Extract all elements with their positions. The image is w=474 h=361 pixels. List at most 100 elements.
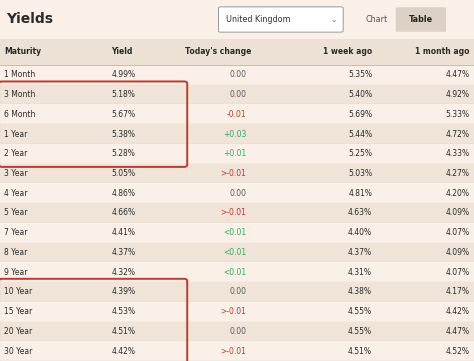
Text: +0.03: +0.03	[223, 130, 246, 139]
Text: 4.09%: 4.09%	[445, 248, 469, 257]
Text: 4.92%: 4.92%	[445, 90, 469, 99]
Text: 3 Month: 3 Month	[4, 90, 35, 99]
FancyBboxPatch shape	[219, 7, 343, 32]
Text: 4.81%: 4.81%	[348, 189, 372, 198]
Text: <0.01: <0.01	[223, 248, 246, 257]
Text: +0.01: +0.01	[223, 149, 246, 158]
Text: 4.07%: 4.07%	[445, 268, 469, 277]
Bar	[0, 124, 474, 144]
Text: United Kingdom: United Kingdom	[226, 15, 291, 24]
Text: 4.37%: 4.37%	[111, 248, 136, 257]
Text: 5.18%: 5.18%	[111, 90, 135, 99]
Bar	[0, 39, 474, 65]
Text: 5.28%: 5.28%	[111, 149, 135, 158]
Text: 4.42%: 4.42%	[111, 347, 136, 356]
Text: Today's change: Today's change	[185, 48, 251, 56]
Bar	[0, 144, 474, 164]
Text: Yield: Yield	[111, 48, 133, 56]
Text: 8 Year: 8 Year	[4, 248, 27, 257]
Text: >-0.01: >-0.01	[220, 169, 246, 178]
Text: 4.20%: 4.20%	[445, 189, 469, 198]
Text: 4.55%: 4.55%	[348, 307, 372, 316]
Bar	[0, 243, 474, 262]
Bar	[0, 164, 474, 183]
Text: >-0.01: >-0.01	[220, 209, 246, 217]
Text: 5.35%: 5.35%	[348, 70, 372, 79]
Bar	[0, 322, 474, 341]
Text: -0.01: -0.01	[227, 110, 246, 119]
Text: 4.66%: 4.66%	[111, 209, 136, 217]
Text: 0.00: 0.00	[229, 327, 246, 336]
Text: 4.38%: 4.38%	[348, 287, 372, 296]
Text: 4.17%: 4.17%	[445, 287, 469, 296]
Text: 4.42%: 4.42%	[445, 307, 469, 316]
Text: 0.00: 0.00	[229, 90, 246, 99]
Bar	[0, 262, 474, 282]
Bar	[0, 65, 474, 85]
Text: 4.72%: 4.72%	[445, 130, 469, 139]
Text: 4.09%: 4.09%	[445, 209, 469, 217]
Text: 4 Year: 4 Year	[4, 189, 27, 198]
Text: 4.99%: 4.99%	[111, 70, 136, 79]
Text: 4.27%: 4.27%	[445, 169, 469, 178]
Text: 15 Year: 15 Year	[4, 307, 32, 316]
Text: 5.67%: 5.67%	[111, 110, 136, 119]
Text: 4.55%: 4.55%	[348, 327, 372, 336]
Text: >-0.01: >-0.01	[220, 347, 246, 356]
Text: 0.00: 0.00	[229, 189, 246, 198]
Text: 4.86%: 4.86%	[111, 189, 136, 198]
Text: 1 Month: 1 Month	[4, 70, 35, 79]
Bar	[0, 104, 474, 124]
Text: 4.47%: 4.47%	[445, 327, 469, 336]
Text: 0.00: 0.00	[229, 70, 246, 79]
Text: 4.31%: 4.31%	[348, 268, 372, 277]
Bar	[0, 302, 474, 322]
Text: 5.69%: 5.69%	[348, 110, 372, 119]
Text: 4.33%: 4.33%	[445, 149, 469, 158]
Text: 1 month ago: 1 month ago	[415, 48, 469, 56]
Text: ⌄: ⌄	[330, 15, 337, 24]
Text: 4.51%: 4.51%	[111, 327, 136, 336]
Text: 4.53%: 4.53%	[111, 307, 136, 316]
Text: 5.25%: 5.25%	[348, 149, 372, 158]
Text: 4.52%: 4.52%	[445, 347, 469, 356]
Text: 5.33%: 5.33%	[445, 110, 469, 119]
Text: 5.38%: 5.38%	[111, 130, 136, 139]
Text: Chart: Chart	[366, 15, 388, 24]
Text: 7 Year: 7 Year	[4, 228, 27, 237]
Text: 20 Year: 20 Year	[4, 327, 32, 336]
FancyBboxPatch shape	[396, 7, 446, 32]
Text: Yields: Yields	[6, 12, 53, 26]
Bar	[0, 0, 474, 39]
Text: 1 week ago: 1 week ago	[323, 48, 372, 56]
Text: 5.03%: 5.03%	[348, 169, 372, 178]
Text: 30 Year: 30 Year	[4, 347, 32, 356]
Text: 6 Month: 6 Month	[4, 110, 35, 119]
Text: 1 Year: 1 Year	[4, 130, 27, 139]
Text: 0.00: 0.00	[229, 287, 246, 296]
Text: 4.32%: 4.32%	[111, 268, 136, 277]
Text: 4.51%: 4.51%	[348, 347, 372, 356]
Text: 3 Year: 3 Year	[4, 169, 27, 178]
Text: 9 Year: 9 Year	[4, 268, 27, 277]
Bar	[0, 85, 474, 104]
Text: 4.07%: 4.07%	[445, 228, 469, 237]
Text: Table: Table	[409, 15, 433, 24]
Text: 5 Year: 5 Year	[4, 209, 27, 217]
Text: >-0.01: >-0.01	[220, 307, 246, 316]
Text: 10 Year: 10 Year	[4, 287, 32, 296]
Text: 2 Year: 2 Year	[4, 149, 27, 158]
Text: 4.40%: 4.40%	[348, 228, 372, 237]
Text: 5.05%: 5.05%	[111, 169, 136, 178]
Text: 5.40%: 5.40%	[348, 90, 372, 99]
Text: <0.01: <0.01	[223, 228, 246, 237]
Text: 4.39%: 4.39%	[111, 287, 136, 296]
Text: Maturity: Maturity	[4, 48, 41, 56]
Bar	[0, 282, 474, 302]
Text: <0.01: <0.01	[223, 268, 246, 277]
Text: 4.37%: 4.37%	[348, 248, 372, 257]
Text: 4.63%: 4.63%	[348, 209, 372, 217]
Bar	[0, 223, 474, 243]
Bar	[0, 341, 474, 361]
Text: 5.44%: 5.44%	[348, 130, 372, 139]
